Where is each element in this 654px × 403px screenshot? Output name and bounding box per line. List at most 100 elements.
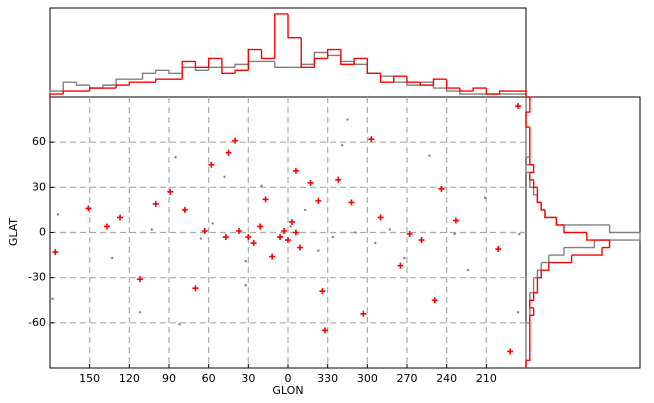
point [307, 179, 314, 186]
hist-step [274, 61, 288, 69]
hist-step [379, 73, 394, 83]
x-tick-label: 150 [79, 372, 100, 385]
point [201, 227, 208, 234]
hist-step [459, 88, 474, 92]
x-tick-label: 300 [357, 372, 378, 385]
point [52, 249, 59, 256]
hist-step [594, 232, 641, 241]
hist-step [406, 76, 421, 83]
point [516, 311, 520, 314]
hist-step [234, 63, 249, 68]
hist-step [445, 79, 460, 89]
point [110, 256, 114, 260]
point [403, 256, 406, 260]
hist-step [529, 179, 534, 189]
point [192, 285, 199, 292]
x-tick-label: 330 [317, 372, 338, 385]
point [322, 327, 329, 334]
x-tick-label: 240 [436, 372, 457, 385]
hist-step [207, 66, 222, 71]
hist-step [537, 270, 542, 279]
point [438, 185, 445, 192]
hist-step [115, 84, 130, 89]
hist-step [532, 187, 538, 196]
y-tick-label: 30 [32, 180, 46, 193]
point [495, 246, 502, 253]
hist-step [529, 300, 534, 309]
hist-step [485, 88, 500, 95]
hist-step [168, 70, 183, 74]
point [348, 199, 355, 206]
hist-step [586, 232, 610, 241]
point [303, 208, 307, 212]
hist-step [537, 262, 542, 271]
y-tick-label: 0 [39, 226, 46, 239]
hist-step [548, 255, 573, 264]
point [296, 244, 303, 251]
point [236, 227, 243, 234]
point [335, 176, 342, 183]
hist-step [247, 60, 262, 65]
hist-step [571, 247, 603, 256]
hist-step [366, 58, 381, 74]
point [317, 249, 320, 252]
hist-step [128, 81, 143, 86]
point [244, 283, 247, 287]
point [232, 137, 239, 144]
point [223, 175, 226, 178]
hist-step [533, 270, 539, 279]
hist-step [526, 352, 531, 362]
y-axis-label: GLAT [7, 218, 20, 247]
hist-step [313, 57, 328, 68]
hist-step [532, 179, 538, 189]
point [211, 222, 214, 225]
hist-step [75, 82, 90, 86]
hist-step [340, 49, 355, 66]
hist-step [88, 87, 103, 92]
hist-step [379, 73, 394, 77]
hist-step [602, 240, 611, 249]
point [452, 217, 459, 224]
point [150, 228, 154, 231]
point [331, 235, 335, 239]
point [85, 205, 92, 212]
point [341, 143, 344, 147]
x-axis-label: GLON [272, 384, 303, 397]
hist-step [445, 88, 460, 92]
x-tick-label: 120 [119, 372, 140, 385]
point [518, 232, 521, 236]
hist-step [419, 82, 434, 86]
point [397, 262, 404, 269]
hist-step [247, 48, 262, 71]
point [281, 227, 288, 234]
hist-step [194, 67, 209, 71]
x-tick-label: 60 [202, 372, 216, 385]
point [136, 276, 143, 283]
hist-step [340, 55, 355, 63]
y-tick-label: 60 [32, 135, 46, 148]
point [354, 231, 357, 234]
hist-step [541, 262, 550, 271]
x-tick-label: 30 [241, 372, 255, 385]
y-tick-label: -60 [28, 316, 46, 329]
x-tick-label: 90 [162, 372, 176, 385]
hist-step [274, 13, 288, 59]
point [269, 253, 276, 260]
hist-step [62, 81, 77, 92]
point [453, 232, 456, 236]
hist-step [512, 90, 527, 97]
point [51, 297, 54, 300]
point [368, 136, 375, 143]
hist-step [529, 292, 535, 301]
hist-step [234, 69, 249, 74]
hist-step [181, 60, 196, 80]
x-tick-label: 210 [476, 372, 497, 385]
hist-step [207, 57, 222, 68]
hist-step [529, 164, 535, 173]
point [260, 184, 263, 188]
point [483, 196, 487, 200]
hist-step [366, 64, 381, 74]
point [428, 154, 431, 157]
hist-step [525, 164, 530, 173]
